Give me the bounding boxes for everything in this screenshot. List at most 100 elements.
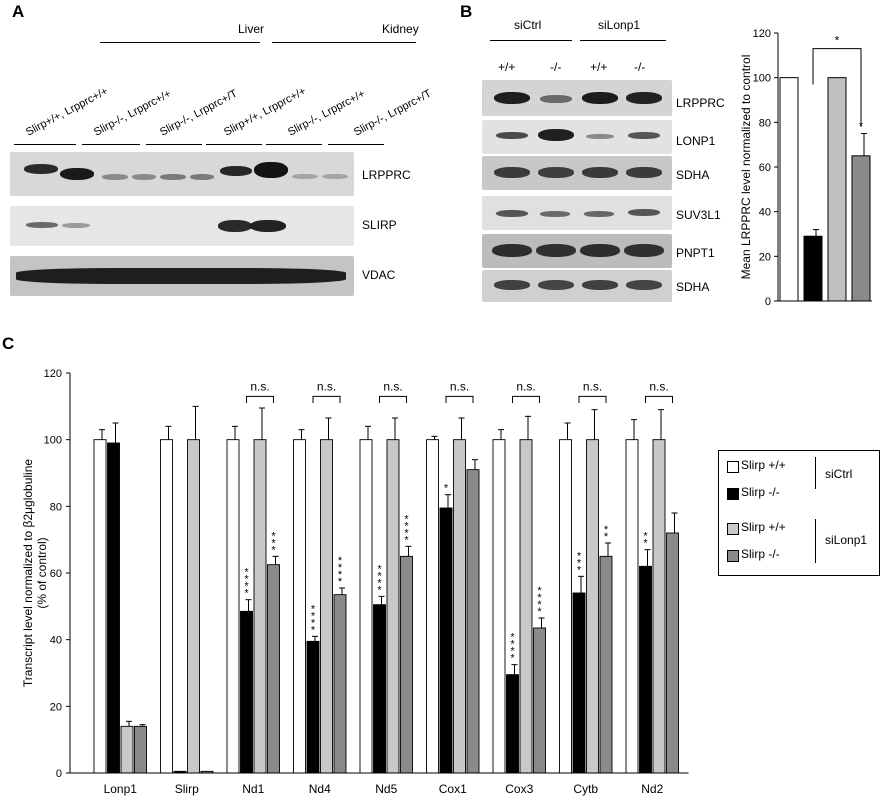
stars-nd5-3-1: * [404, 527, 409, 539]
stars-cox3-1-3: * [510, 632, 515, 644]
y-tick-label-3: 60 [50, 568, 62, 580]
bar-cytb-0 [559, 439, 572, 774]
ns-bracket-cox1 [445, 395, 474, 403]
y-tick-label-4: 80 [759, 117, 771, 129]
stars-cox3-1-0: * [510, 653, 515, 665]
y-tick-label-4: 80 [50, 501, 62, 513]
lrpprc-bar-chart: Mean LRPPRC level normalized to control 0… [739, 28, 872, 308]
stars-nd5-3-2: * [404, 520, 409, 532]
bar-nd4-3 [333, 594, 347, 774]
genotype-4: -/- [634, 60, 646, 74]
bar-nd1-3 [267, 564, 280, 774]
stars-1-2: * [812, 245, 817, 257]
bar-cox3-2 [519, 439, 533, 774]
legend-swatch-4 [727, 550, 739, 562]
bar-nd2-2 [652, 439, 666, 774]
bar-cox1-2 [453, 439, 466, 774]
y-tick-label-6: 120 [753, 28, 771, 40]
y-axis-label: Mean LRPPRC level normalized to control [739, 55, 753, 280]
ns-bracket-nd2 [645, 395, 673, 403]
bar-cytb-2 [586, 439, 599, 774]
ns-bracket-nd1 [246, 395, 274, 403]
bar-lonp1-2 [120, 725, 134, 774]
legend-entry-4: Slirp -/- [741, 547, 780, 561]
legend-group-1: siCtrl [825, 467, 853, 481]
significance-bracket [812, 48, 862, 127]
y-tick-label-2: 40 [759, 207, 771, 219]
y-tick-label-1: 20 [759, 251, 771, 263]
lane-group-line-1 [14, 144, 76, 145]
stars-nd1-3-1: * [271, 537, 276, 549]
lane-group-line-6 [328, 144, 384, 145]
blot-b-label-sdha-2: SDHA [676, 280, 710, 294]
panel-a-letter: A [12, 2, 25, 21]
bar-nd1-1 [240, 610, 253, 774]
y-tick-label-1: 20 [50, 701, 62, 713]
y-tick-label-0: 0 [56, 768, 62, 780]
stars-nd1-3-2: * [271, 530, 276, 542]
bar-cytb-3 [599, 555, 613, 774]
legend-entry-2: Slirp -/- [741, 485, 780, 499]
genotype-1: +/+ [498, 60, 516, 74]
x-tick-label-cox1: Cox1 [439, 782, 467, 796]
bar-nd1-0 [226, 439, 240, 774]
sictrl-line [490, 40, 572, 41]
blot-b-label-lonp1: LONP1 [676, 134, 716, 148]
stars-nd1-1-1: * [244, 581, 249, 593]
blot-b-label-pnpt1: PNPT1 [676, 246, 715, 260]
ns-bracket-nd5 [379, 395, 407, 403]
blot-b-sdha-2 [482, 270, 672, 302]
y-axis-label-line1: Transcript level normalized to β2μglobul… [21, 459, 35, 687]
genotype-3: +/+ [590, 60, 608, 74]
x-tick-label-cytb: Cytb [573, 782, 598, 796]
y-tick-label-2: 40 [50, 635, 62, 647]
x-tick-label-cox3: Cox3 [505, 782, 533, 796]
bar-lonp1-1 [107, 442, 120, 774]
stars-nd2-1-0: * [643, 538, 648, 550]
stars-nd5-3-0: * [404, 534, 409, 546]
bar-nd1-2 [253, 439, 267, 774]
ns-label-nd2: n.s. [649, 379, 668, 393]
x-tick-label-nd2: Nd2 [641, 782, 663, 796]
blot-b-label-sdha-1: SDHA [676, 168, 710, 182]
bar-cox3-3 [533, 627, 546, 774]
bar-slirp-0 [160, 439, 173, 774]
bar-cox1-3 [466, 469, 480, 774]
bar-nd2-1 [639, 565, 652, 774]
stars-nd4-1-3: * [311, 603, 316, 615]
stars-1-0: * [812, 259, 817, 271]
sictrl-label: siCtrl [514, 18, 542, 32]
bar-cox3-0 [492, 439, 506, 774]
legend-entry-1: Slirp +/+ [741, 458, 786, 472]
stars-cytb-3-1: * [604, 524, 609, 536]
kidney-line [272, 42, 416, 43]
stars-cytb-1-2: * [577, 550, 582, 562]
y-tick-label-5: 100 [753, 73, 771, 85]
bar-nd5-0 [359, 439, 373, 774]
blot-b-label-lrpprc: LRPPRC [676, 96, 725, 110]
stars-nd5-1-2: * [377, 570, 382, 582]
liver-line [100, 42, 260, 43]
blot-a-label-lrpprc: LRPPRC [362, 168, 411, 182]
bar-nd2-3 [666, 532, 679, 774]
stars-nd5-1-0: * [377, 584, 382, 596]
ns-label-cytb: n.s. [583, 379, 602, 393]
bar-nd4-1 [306, 640, 320, 774]
y-tick-label-0: 0 [765, 296, 771, 308]
stars-nd1-1-2: * [244, 574, 249, 586]
lane-group-line-2 [82, 144, 140, 145]
stars-1-1: * [812, 252, 817, 264]
stars-nd1-3-0: * [271, 544, 276, 556]
panel-b-letter: B [460, 2, 473, 21]
ns-bracket-nd4 [312, 395, 341, 403]
ns-bracket-cox3 [512, 395, 540, 403]
bar-nd5-3 [400, 555, 413, 774]
legend: Slirp +/+ Slirp -/- Slirp +/+ Slirp -/- … [718, 450, 880, 576]
legend-group-line-1 [815, 457, 816, 489]
ns-bracket-cytb [578, 395, 607, 403]
lane-group-line-3 [146, 144, 202, 145]
bar-2 [827, 77, 847, 302]
stars-nd4-3-2: * [338, 562, 343, 574]
liver-label: Liver [238, 22, 265, 36]
legend-entry-3: Slirp +/+ [741, 520, 786, 534]
